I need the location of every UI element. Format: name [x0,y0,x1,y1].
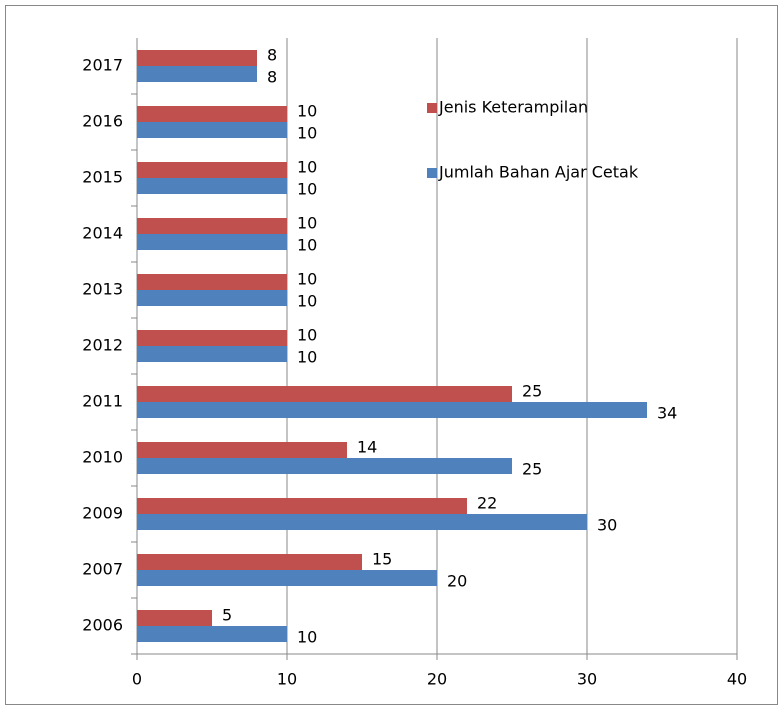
bar [137,66,257,82]
bar [137,386,512,402]
y-tick-label: 2009 [82,504,123,523]
y-tick-label: 2007 [82,560,123,579]
bar [137,122,287,138]
y-tick-label: 2011 [82,392,123,411]
data-label: 8 [267,46,277,65]
y-tick-label: 2014 [82,224,123,243]
y-tick-label: 2010 [82,448,123,467]
bar [137,290,287,306]
bar [137,106,287,122]
data-label: 20 [447,572,467,591]
data-label: 10 [297,270,317,289]
data-label: 10 [297,292,317,311]
data-label: 30 [597,516,617,535]
bar [137,610,212,626]
data-label: 10 [297,628,317,647]
bar [137,626,287,642]
y-tick-label: 2016 [82,112,123,131]
bar [137,554,362,570]
data-label: 10 [297,348,317,367]
y-tick-label: 2006 [82,616,123,635]
bar [137,178,287,194]
bar [137,570,437,586]
bar [137,330,287,346]
data-label: 34 [657,404,677,423]
legend-label: Jumlah Bahan Ajar Cetak [438,163,639,182]
data-label: 10 [297,158,317,177]
bar [137,458,512,474]
data-label: 10 [297,326,317,345]
bar [137,274,287,290]
x-tick-label: 30 [577,670,597,689]
x-tick-label: 40 [727,670,747,689]
bar [137,218,287,234]
bar [137,162,287,178]
data-label: 5 [222,606,232,625]
x-tick-label: 20 [427,670,447,689]
data-label: 10 [297,236,317,255]
legend-swatch [427,168,437,178]
data-label: 22 [477,494,497,513]
legend-label: Jenis Keterampilan [438,98,588,117]
data-label: 10 [297,180,317,199]
y-tick-label: 2015 [82,168,123,187]
data-label: 15 [372,550,392,569]
y-tick-label: 2013 [82,280,123,299]
chart-border [5,5,778,705]
y-tick-label: 2017 [82,56,123,75]
data-label: 14 [357,438,377,457]
bar [137,346,287,362]
bar [137,514,587,530]
legend-swatch [427,103,437,113]
bar [137,234,287,250]
bar [137,50,257,66]
data-label: 10 [297,124,317,143]
data-label: 25 [522,382,542,401]
bar [137,402,647,418]
data-label: 10 [297,214,317,233]
data-label: 8 [267,68,277,87]
x-tick-label: 0 [132,670,142,689]
bar [137,442,347,458]
y-tick-label: 2012 [82,336,123,355]
data-label: 10 [297,102,317,121]
bar [137,498,467,514]
data-label: 25 [522,460,542,479]
x-tick-label: 10 [277,670,297,689]
